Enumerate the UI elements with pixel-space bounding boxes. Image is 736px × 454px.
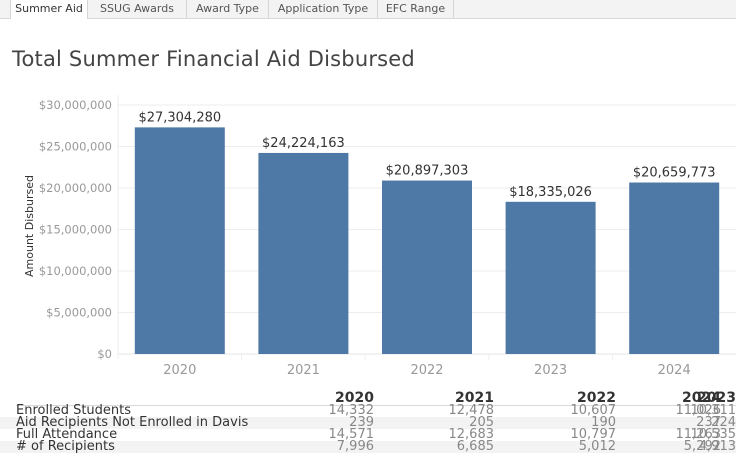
tab-efc-range[interactable]: EFC Range <box>378 0 454 18</box>
table-row: Enrolled Students 14,332 12,478 10,607 10,31… <box>0 403 736 418</box>
table-header-row: 2020 2021 2022 2023 2024 <box>0 390 736 406</box>
data-label-2021: $24,224,163 <box>262 136 345 151</box>
table-cell: 205 <box>469 415 494 430</box>
summary-table: 2020 2021 2022 2023 2024 Enrolled Students 14… <box>0 391 736 453</box>
table-cell: 5,012 <box>578 439 616 454</box>
row-label: Full Attendance <box>16 427 118 442</box>
bar-2020 <box>134 127 225 354</box>
table-divider <box>16 405 736 406</box>
page-title: Total Summer Financial Aid Disbursed <box>12 47 415 71</box>
tab-award-type[interactable]: Award Type <box>187 0 269 18</box>
column-header-2023: 2023 <box>697 390 736 406</box>
table-cell: 5,292 <box>683 439 721 454</box>
bar-2023 <box>505 201 596 354</box>
x-tick-label-2020: 2020 <box>163 363 196 378</box>
row-label: Enrolled Students <box>16 403 132 418</box>
column-header-2022: 2022 <box>577 390 616 406</box>
row-label: Aid Recipients Not Enrolled in Davis <box>16 415 249 430</box>
bar-chart: $0 $5,000,000 $10,000,000 $15,000,000 $20,00… <box>39 95 736 378</box>
y-tick-label: $25,000,000 <box>39 140 112 154</box>
table-cell: 239 <box>349 415 374 430</box>
table-row: Full Attendance 14,571 12,683 10,797 10,535 1… <box>0 427 736 442</box>
x-tick-label-2021: 2021 <box>287 363 320 378</box>
table-cell: 190 <box>591 415 616 430</box>
y-tick-label: $5,000,000 <box>46 306 112 320</box>
table-cell: 10,535 <box>690 427 736 442</box>
y-tick-label: $0 <box>97 347 112 361</box>
tab-ssug-awards[interactable]: SSUG Awards <box>88 0 187 18</box>
column-header-2024: 2024 <box>682 390 721 406</box>
column-header-2021: 2021 <box>455 390 494 406</box>
table-cell: 6,685 <box>456 439 494 454</box>
table-cell: 7,996 <box>336 439 374 454</box>
x-tick-label-2022: 2022 <box>410 363 443 378</box>
table-cell: 14,332 <box>328 403 375 418</box>
table-cell: 237 <box>696 415 721 430</box>
table-cell: 11,263 <box>675 427 722 442</box>
table-row: # of Recipients 7,996 6,685 5,012 4,913 5,292 <box>0 439 736 454</box>
bar-2024 <box>629 182 720 354</box>
column-header-2020: 2020 <box>335 390 374 406</box>
bar-2022 <box>382 180 472 354</box>
y-tick-label: $20,000,000 <box>39 181 112 195</box>
y-axis-label: Amount Disbursed <box>23 175 36 277</box>
table-cell: 10,797 <box>570 427 617 442</box>
data-label-2022: $20,897,303 <box>386 164 469 179</box>
data-label-2020: $27,304,280 <box>138 110 221 125</box>
bar-2021 <box>258 152 349 354</box>
y-tick-label: $30,000,000 <box>39 98 112 112</box>
data-label-2024: $20,659,773 <box>633 166 716 181</box>
dashboard-tab-bar: Summer Aid SSUG Awards Award Type Applic… <box>0 0 736 19</box>
table-row: Aid Recipients Not Enrolled in Davis 239 2… <box>0 415 736 430</box>
table-cell: 12,683 <box>448 427 495 442</box>
table-cell: 11,026 <box>675 403 722 418</box>
x-tick-label-2024: 2024 <box>658 363 691 378</box>
data-label-2023: $18,335,026 <box>509 185 592 200</box>
table-cell: 12,478 <box>448 403 495 418</box>
x-tick-label-2023: 2023 <box>534 363 567 378</box>
table-cell: 4,913 <box>698 439 736 454</box>
table-cell: 224 <box>711 415 736 430</box>
y-tick-label: $15,000,000 <box>39 223 112 237</box>
table-cell: 10,311 <box>690 403 736 418</box>
tab-application-type[interactable]: Application Type <box>269 0 378 18</box>
table-cell: 14,571 <box>328 427 375 442</box>
tab-summer-aid[interactable]: Summer Aid <box>10 0 88 19</box>
row-label: # of Recipients <box>16 439 115 454</box>
table-cell: 10,607 <box>570 403 617 418</box>
y-tick-label: $10,000,000 <box>39 264 112 278</box>
